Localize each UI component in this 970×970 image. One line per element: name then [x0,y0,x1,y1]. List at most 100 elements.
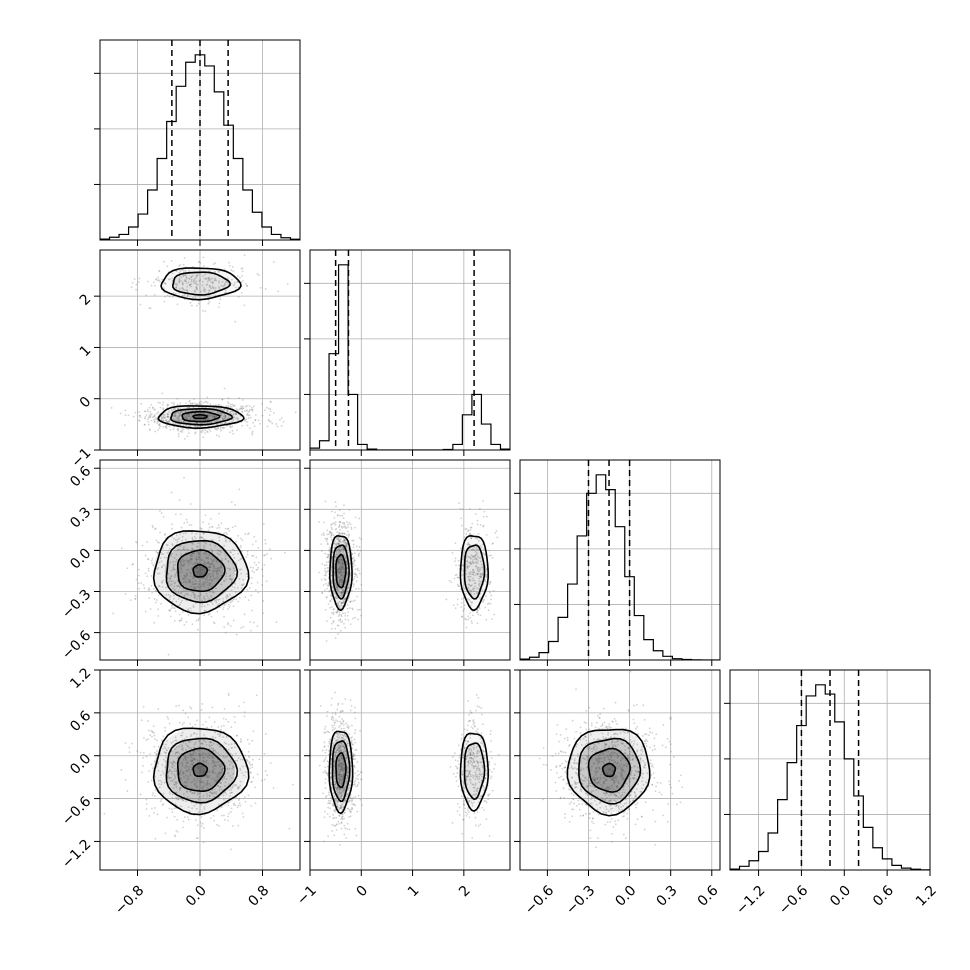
scatter-point [222,756,225,759]
scatter-point [338,531,340,534]
scatter-point [476,567,479,570]
scatter-point [341,522,344,524]
scatter-point [195,566,198,569]
scatter-point [153,415,156,417]
scatter-point [234,503,237,506]
scatter-point [339,575,342,578]
scatter-point [340,796,342,798]
scatter-point [162,792,165,795]
scatter-point [182,799,185,802]
scatter-point [340,580,343,583]
scatter-point [480,573,482,575]
scatter-point [158,541,160,544]
scatter-point [342,601,344,604]
scatter-point [174,739,177,742]
scatter-point [478,580,481,583]
scatter-point [207,522,210,525]
scatter-point [156,279,159,282]
scatter-point [202,759,204,762]
scatter-point [202,827,205,829]
scatter-point [342,548,345,551]
scatter-point [338,524,341,526]
scatter-point [149,753,151,755]
scatter-point [237,757,240,760]
scatter-point [153,598,156,600]
scatter-point [347,807,349,810]
scatter-point [469,575,472,578]
scatter-point [473,589,476,592]
scatter-point [181,558,184,561]
scatter-point [226,409,229,412]
scatter-point [173,588,176,591]
scatter-point [340,567,343,570]
scatter-point [214,294,217,297]
scatter-point [213,761,216,764]
scatter-point [201,422,204,424]
scatter-point [471,522,474,525]
scatter-point [151,730,154,733]
scatter-point [330,763,333,766]
scatter-point [349,623,352,626]
scatter-point [225,281,227,283]
scatter-point [204,310,207,313]
scatter-point [185,790,188,793]
scatter-point [176,428,179,431]
scatter-point [342,774,345,777]
scatter-point [175,807,178,810]
scatter-point [139,303,142,306]
scatter-point [200,403,203,406]
scatter-point [173,537,175,540]
scatter-point [466,560,468,563]
scatter-point [337,559,340,562]
scatter-point [212,756,215,759]
scatter-point [470,554,473,557]
scatter-point [204,720,207,723]
scatter-point [332,728,335,731]
scatter-point [206,280,209,283]
scatter-point [340,570,342,572]
scatter-point [343,570,346,573]
scatter-point [208,744,211,747]
scatter-point [135,578,138,581]
scatter-point [245,776,248,779]
scatter-point [485,568,488,571]
scatter-point [339,549,342,551]
scatter-point [470,592,472,594]
y-tick-label: 0.0 [67,545,94,572]
scatter-point [340,571,343,574]
scatter-point [338,520,341,523]
scatter-point [336,548,338,551]
scatter-point [341,546,344,549]
scatter-point [152,725,155,728]
scatter-point [352,562,355,565]
scatter-point [224,415,227,417]
scatter-point [200,536,203,539]
scatter-point [325,749,328,751]
scatter-point [172,597,175,600]
scatter-point [175,791,178,794]
scatter-point [177,415,179,417]
scatter-point [175,739,178,742]
scatter-point [158,585,161,588]
scatter-point [327,745,330,748]
scatter-point [329,531,331,534]
scatter-point [351,736,353,738]
scatter-point [202,597,205,599]
scatter-point [185,274,187,276]
scatter-point [344,544,347,547]
scatter-point [200,777,202,780]
scatter-point [336,764,339,767]
scatter-point [216,775,219,778]
scatter-point [338,762,341,765]
scatter-point [197,558,200,561]
scatter-point [175,286,178,289]
scatter-point [237,552,240,555]
scatter-point [165,756,167,759]
scatter-point [468,573,471,575]
scatter-point [173,807,176,810]
scatter-point [324,574,327,577]
scatter-point [198,754,201,757]
scatter-point [197,595,200,597]
scatter-point [215,765,217,767]
scatter-point [190,559,193,561]
